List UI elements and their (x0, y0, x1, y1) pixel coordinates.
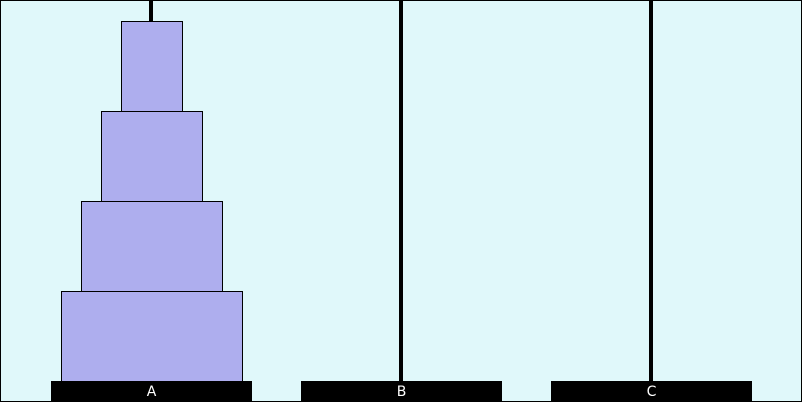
peg-label: B (397, 384, 407, 400)
disks (61, 21, 243, 382)
peg-base[interactable] (51, 381, 252, 401)
peg-label: C (647, 384, 657, 400)
peg[interactable] (399, 0, 403, 382)
peg-base[interactable] (301, 381, 502, 401)
peg[interactable] (649, 0, 653, 382)
peg-base[interactable] (551, 381, 752, 401)
disk[interactable] (121, 21, 183, 112)
disk[interactable] (81, 201, 223, 292)
disk[interactable] (101, 111, 203, 202)
disk[interactable] (61, 291, 243, 382)
peg-label: A (147, 384, 157, 400)
